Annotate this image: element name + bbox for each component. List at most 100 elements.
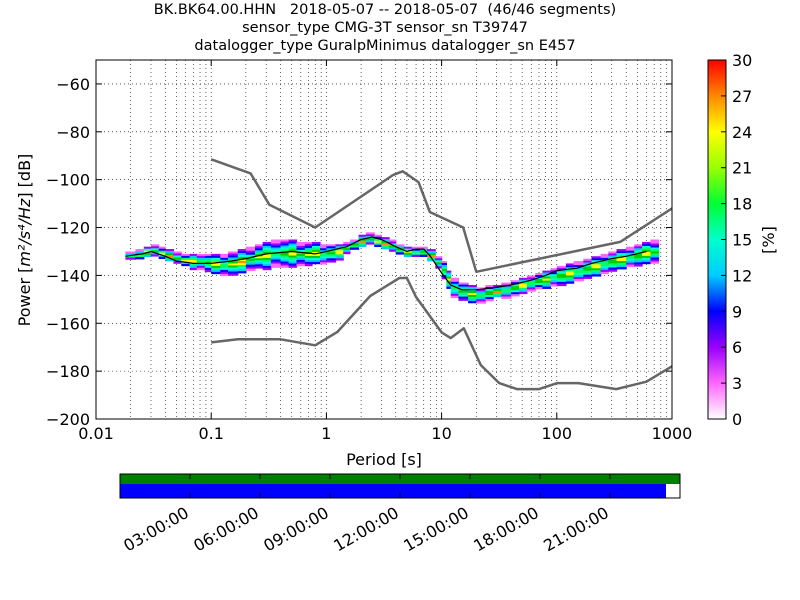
histogram-cell	[312, 257, 321, 261]
histogram-cell	[237, 259, 247, 262]
histogram-cell	[583, 262, 593, 265]
histogram-cell	[288, 239, 298, 242]
histogram-cell	[542, 286, 552, 289]
x-axis-ticks: 0.01 0.1 1 10 100 1000	[78, 60, 692, 443]
histogram-cell	[519, 277, 528, 281]
histogram-cell	[280, 259, 290, 262]
histogram-cell	[150, 250, 160, 253]
histogram-cell	[296, 247, 306, 251]
histogram-cell	[296, 241, 306, 245]
histogram-cell	[591, 262, 602, 265]
histogram-cell	[642, 243, 652, 247]
histogram-cell	[220, 267, 229, 271]
histogram-cell	[519, 289, 528, 293]
histogram-cell	[435, 260, 443, 263]
histogram-cell	[204, 263, 212, 267]
histogram-cell	[358, 240, 367, 244]
histogram-cell	[395, 252, 405, 255]
histogram-cell	[326, 260, 337, 263]
histogram-cell	[143, 254, 152, 257]
histogram-cell	[181, 261, 191, 265]
histogram-cell	[165, 259, 175, 262]
histogram-cell	[204, 255, 212, 259]
histogram-cell	[296, 255, 306, 259]
histogram-cell	[510, 280, 520, 283]
histogram-cell	[650, 253, 660, 256]
histogram-cell	[343, 251, 351, 255]
histogram-cell	[411, 254, 421, 257]
histogram-cell	[288, 247, 298, 250]
histogram-cell	[420, 250, 428, 253]
histogram-cell	[296, 253, 306, 257]
histogram-cell	[458, 292, 469, 295]
histogram-cell	[441, 261, 447, 264]
y-tick-label: −160	[46, 314, 90, 333]
histogram-cell	[441, 271, 447, 274]
histogram-cell	[343, 247, 351, 251]
histogram-cell	[573, 263, 584, 266]
histogram-cell	[600, 257, 609, 261]
histogram-cell	[427, 251, 436, 254]
histogram-cell	[608, 255, 618, 258]
colorbar-tick-label: 27	[732, 87, 752, 106]
histogram-cell	[365, 232, 375, 235]
histogram-cell	[335, 250, 344, 253]
histogram-cell	[270, 255, 282, 258]
histogram-cell	[335, 244, 344, 247]
colorbar-ticks: 0 3 6 9 12 15 18 21 24 27 30	[721, 51, 752, 429]
histogram-cell	[485, 290, 494, 294]
histogram-cell	[642, 253, 652, 257]
histogram-cell	[262, 265, 272, 269]
timeline-tick-label: 21:00:00	[540, 503, 612, 555]
histogram-cell	[280, 261, 290, 264]
histogram-cell	[262, 247, 272, 251]
histogram-cell	[583, 268, 593, 271]
histogram-cell	[189, 267, 198, 271]
histogram-cell	[634, 244, 643, 247]
histogram-cell	[365, 242, 375, 245]
histogram-cell	[173, 257, 182, 260]
histogram-cell	[573, 279, 584, 282]
histogram-cell	[196, 259, 206, 263]
histogram-cell	[550, 282, 558, 285]
histogram-cell	[228, 265, 239, 268]
histogram-cell	[220, 263, 229, 267]
histogram-cell	[245, 266, 256, 269]
histogram-cell	[220, 257, 229, 261]
histogram-cell	[510, 284, 520, 287]
histogram-cell	[395, 246, 405, 249]
histogram-cell	[237, 263, 247, 266]
histogram-cell	[450, 277, 460, 281]
histogram-cell	[573, 269, 584, 272]
histogram-cell	[485, 298, 494, 302]
histogram-cell	[326, 248, 337, 251]
histogram-cell	[535, 279, 544, 282]
histogram-cell	[476, 293, 487, 296]
histogram-cell	[237, 265, 247, 268]
histogram-cell	[270, 253, 282, 256]
noise-model-nlnm	[211, 276, 672, 391]
histogram-cell	[535, 283, 544, 286]
histogram-cell	[320, 248, 327, 251]
histogram-cell	[435, 264, 443, 267]
histogram-cell	[493, 284, 502, 288]
histogram-cell	[326, 256, 337, 259]
histogram-cell	[389, 249, 397, 252]
histogram-cell	[526, 277, 536, 280]
histogram-cell	[143, 252, 152, 255]
histogram-cell	[485, 294, 494, 298]
histogram-cell	[270, 247, 282, 250]
histogram-cell	[616, 263, 627, 266]
histogram-cell	[556, 283, 567, 287]
histogram-cell	[280, 265, 290, 268]
histogram-cell	[211, 255, 221, 259]
histogram-cell	[304, 261, 313, 265]
histogram-cell	[245, 252, 256, 255]
histogram-cell	[173, 261, 182, 264]
histogram-cell	[535, 281, 544, 284]
histogram-cell	[288, 265, 298, 268]
histogram-cell	[565, 263, 575, 266]
histogram-cell	[320, 262, 327, 265]
histogram-cell	[365, 238, 375, 241]
